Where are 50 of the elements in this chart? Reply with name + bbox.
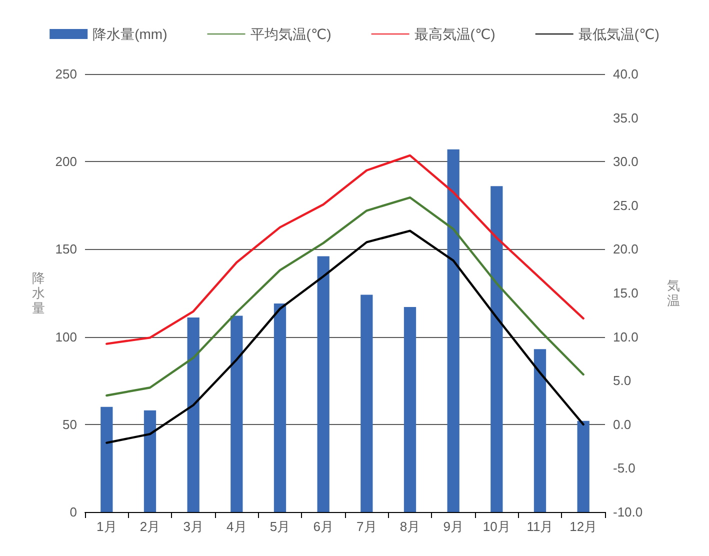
bar [317, 256, 330, 512]
y2-tick-label: 35.0 [613, 110, 638, 126]
x-tick-label: 3月 [183, 519, 204, 534]
y-axis-title: 降水量 [32, 270, 45, 316]
bar [144, 410, 156, 512]
y2-tick-label: 25.0 [613, 198, 638, 213]
x-tick-label: 8月 [400, 519, 420, 534]
y2-tick-label: 30.0 [613, 154, 638, 170]
legend-label: 降水量(mm) [92, 26, 168, 42]
y2-tick-label: 20.0 [613, 242, 638, 257]
x-tick-label: 2月 [140, 519, 160, 534]
y-tick-label: 200 [55, 154, 77, 170]
y-tick-label: 100 [55, 329, 77, 344]
bar [274, 304, 286, 512]
bar [534, 349, 546, 512]
y2-axis-title: 気温 [667, 278, 680, 308]
x-tick-label: 4月 [226, 519, 247, 534]
legend-label: 最高気温(℃) [414, 26, 496, 42]
x-tick-label: 7月 [356, 519, 377, 534]
x-tick-label: 11月 [526, 519, 554, 534]
bar [404, 307, 416, 512]
legend-label: 平均気温(℃) [250, 26, 332, 42]
x-tick-label: 5月 [270, 519, 290, 534]
bar [100, 406, 113, 512]
y2-tick-label: -10.0 [613, 504, 643, 520]
y2-tick-label: -5.0 [613, 460, 636, 476]
y-tick-label: 0 [70, 504, 77, 520]
y-tick-label: 250 [55, 66, 77, 82]
y2-tick-label: 0.0 [613, 416, 632, 432]
x-tick-label: 12月 [570, 519, 598, 534]
y2-tick-label: 10.0 [613, 329, 638, 344]
x-tick-label: 9月 [443, 519, 464, 534]
bar [447, 149, 460, 512]
bar [187, 318, 200, 512]
line-series [106, 196, 584, 397]
bar [360, 294, 373, 512]
line-series [106, 230, 584, 444]
y2-tick-label: 5.0 [613, 373, 632, 388]
y2-tick-label: 15.0 [613, 286, 638, 300]
bar [577, 420, 590, 512]
x-tick-label: 6月 [313, 519, 334, 534]
bar [490, 186, 503, 512]
y-tick-label: 150 [55, 242, 77, 257]
line-series [106, 154, 584, 345]
legend-label: 最低気温(℃) [578, 26, 660, 42]
x-tick-label: 10月 [482, 519, 510, 534]
x-tick-label: 1月 [96, 519, 117, 534]
bar [230, 316, 243, 512]
y-tick-label: 50 [62, 416, 77, 432]
y2-tick-label: 40.0 [613, 66, 638, 82]
